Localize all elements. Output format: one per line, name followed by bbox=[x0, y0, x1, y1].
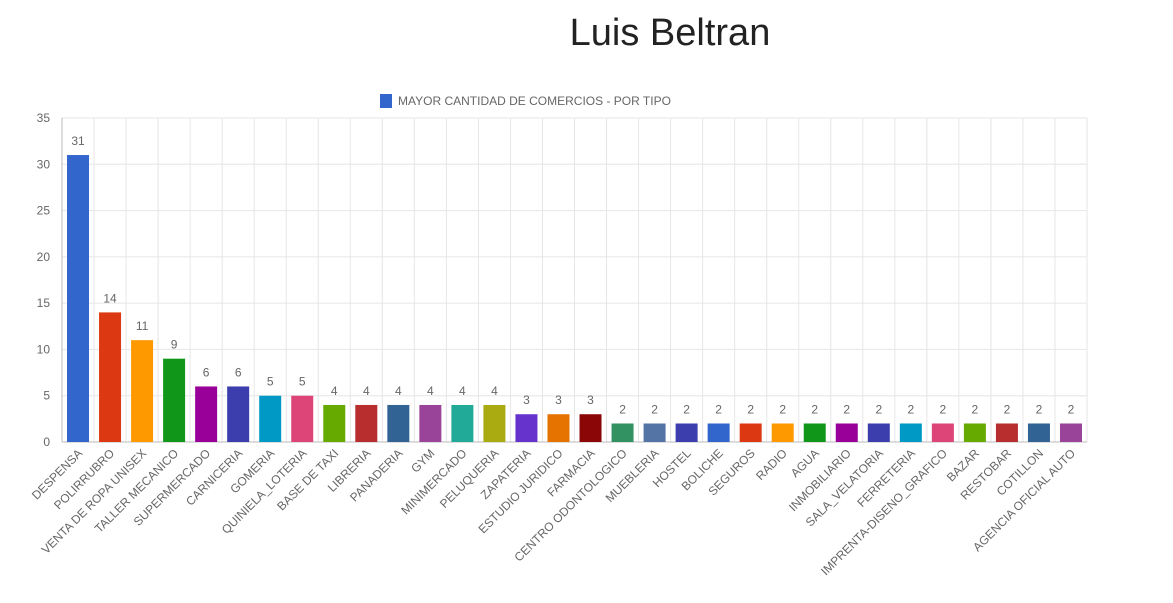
chart-legend[interactable]: MAYOR CANTIDAD DE COMERCIOS - POR TIPO bbox=[380, 94, 671, 108]
data-label: 2 bbox=[651, 402, 658, 416]
data-labels: 31 14 11 9 6 6 5 5 4 4 4 4 4 4 3 3 3 2 2 2 2 2 2 2 2 2 2 2 2 2 2 2 bbox=[71, 134, 1074, 416]
bar[interactable] bbox=[547, 414, 570, 442]
y-tick-label: 10 bbox=[37, 342, 51, 356]
bar[interactable] bbox=[931, 423, 954, 442]
bar[interactable] bbox=[643, 423, 666, 442]
bar[interactable] bbox=[195, 386, 218, 442]
bar[interactable] bbox=[803, 423, 826, 442]
data-label: 9 bbox=[171, 338, 178, 352]
bar[interactable] bbox=[163, 358, 186, 442]
bar[interactable] bbox=[419, 404, 442, 442]
bar[interactable] bbox=[899, 423, 922, 442]
data-label: 2 bbox=[747, 402, 754, 416]
bar[interactable] bbox=[451, 404, 474, 442]
data-label: 2 bbox=[1036, 402, 1043, 416]
data-label: 2 bbox=[715, 402, 722, 416]
bar[interactable] bbox=[259, 395, 282, 442]
bar[interactable] bbox=[1059, 423, 1082, 442]
bar[interactable] bbox=[579, 414, 602, 442]
y-tick-label: 35 bbox=[37, 111, 51, 125]
bar[interactable] bbox=[355, 404, 378, 442]
bar[interactable] bbox=[387, 404, 410, 442]
data-label: 2 bbox=[683, 402, 690, 416]
data-label: 3 bbox=[555, 393, 562, 407]
data-label: 2 bbox=[779, 402, 786, 416]
data-label: 5 bbox=[267, 375, 274, 389]
legend-swatch bbox=[380, 94, 392, 108]
bar[interactable] bbox=[771, 423, 794, 442]
data-label: 4 bbox=[331, 384, 338, 398]
bars bbox=[67, 155, 1082, 442]
data-label: 4 bbox=[427, 384, 434, 398]
bar[interactable] bbox=[707, 423, 730, 442]
data-label: 6 bbox=[235, 365, 242, 379]
y-axis: 0 5 10 15 20 25 30 35 bbox=[37, 111, 51, 449]
data-label: 14 bbox=[103, 291, 117, 305]
y-tick-label: 0 bbox=[43, 435, 50, 449]
y-tick-label: 30 bbox=[37, 157, 51, 171]
data-label: 4 bbox=[395, 384, 402, 398]
data-label: 4 bbox=[491, 384, 498, 398]
bar[interactable] bbox=[867, 423, 890, 442]
bar[interactable] bbox=[963, 423, 986, 442]
data-label: 4 bbox=[363, 384, 370, 398]
bar[interactable] bbox=[1027, 423, 1050, 442]
legend-label: MAYOR CANTIDAD DE COMERCIOS - POR TIPO bbox=[398, 94, 671, 108]
bar[interactable] bbox=[291, 395, 314, 442]
x-tick-label: RADIO bbox=[753, 446, 790, 483]
data-label: 2 bbox=[811, 402, 818, 416]
data-label: 3 bbox=[587, 393, 594, 407]
data-label: 31 bbox=[71, 134, 85, 148]
y-tick-label: 5 bbox=[43, 389, 50, 403]
data-label: 6 bbox=[203, 365, 210, 379]
bar[interactable] bbox=[611, 423, 634, 442]
bar[interactable] bbox=[739, 423, 762, 442]
data-label: 2 bbox=[1004, 402, 1011, 416]
data-label: 11 bbox=[136, 319, 149, 333]
bar[interactable] bbox=[67, 155, 90, 442]
data-label: 2 bbox=[1068, 402, 1075, 416]
y-tick-label: 20 bbox=[37, 250, 51, 264]
data-label: 4 bbox=[459, 384, 466, 398]
data-label: 5 bbox=[299, 375, 306, 389]
data-label: 2 bbox=[940, 402, 947, 416]
bar[interactable] bbox=[99, 312, 122, 442]
bar[interactable] bbox=[323, 404, 346, 442]
bar[interactable] bbox=[227, 386, 250, 442]
data-label: 2 bbox=[875, 402, 882, 416]
bar[interactable] bbox=[995, 423, 1018, 442]
bar[interactable] bbox=[675, 423, 698, 442]
bar[interactable] bbox=[131, 340, 154, 442]
data-label: 2 bbox=[843, 402, 850, 416]
data-label: 2 bbox=[619, 402, 626, 416]
data-label: 3 bbox=[523, 393, 530, 407]
x-tick-label: GYM bbox=[408, 446, 437, 475]
bar[interactable] bbox=[483, 404, 506, 442]
data-label: 2 bbox=[907, 402, 914, 416]
bar[interactable] bbox=[835, 423, 858, 442]
page-title: Luis Beltran bbox=[569, 12, 771, 54]
y-tick-label: 25 bbox=[37, 204, 51, 218]
y-tick-label: 15 bbox=[37, 296, 51, 310]
bar[interactable] bbox=[515, 414, 538, 442]
data-label: 2 bbox=[972, 402, 979, 416]
